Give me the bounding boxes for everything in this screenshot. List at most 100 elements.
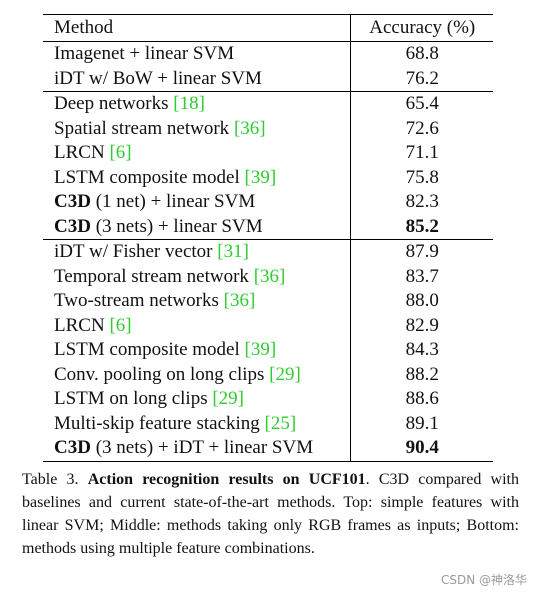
- citation-bracket-open: [: [217, 241, 224, 262]
- citation-link[interactable]: 29: [275, 363, 295, 385]
- accuracy-cell: 89.1: [350, 411, 493, 436]
- accuracy-cell: 72.6: [350, 116, 493, 141]
- accuracy-cell: 85.2: [350, 214, 493, 240]
- accuracy-cell: 82.3: [350, 190, 493, 215]
- table-row: Temporal stream network [36] 83.7: [43, 264, 493, 289]
- method-name: LRCN: [54, 314, 110, 336]
- citation-link[interactable]: 6: [115, 142, 126, 163]
- citation-link[interactable]: 36: [229, 290, 249, 311]
- citation-link[interactable]: 36: [260, 265, 280, 287]
- method-cell: Spatial stream network [36]: [43, 117, 351, 142]
- watermark: CSDN @神洛华: [440, 573, 527, 587]
- method-cell: LRCN [6]: [43, 314, 351, 339]
- method-name: LRCN: [54, 142, 110, 163]
- accuracy-cell: 83.7: [350, 264, 493, 289]
- citation-bracket-close: ]: [248, 290, 256, 311]
- method-name: LSTM on long clips: [54, 388, 213, 409]
- accuracy-cell: 88.0: [350, 289, 493, 314]
- accuracy-cell: 88.2: [350, 362, 493, 387]
- method-name: iDT w/ BoW + linear SVM: [54, 67, 262, 89]
- citation-bracket-open: [: [269, 363, 276, 385]
- citation-bracket-open: [: [212, 388, 219, 409]
- method-cell: Imagenet + linear SVM: [43, 42, 351, 67]
- table-body: Imagenet + linear SVM 68.8 iDT w/ BoW + li…: [43, 41, 493, 462]
- citation-link[interactable]: 39: [250, 339, 270, 360]
- method-cell: LSTM composite model [39]: [43, 166, 351, 191]
- method-cell: LSTM composite model [39]: [43, 338, 351, 363]
- method-cell: Two-stream networks [36]: [43, 289, 351, 314]
- citation-bracket-open: [: [264, 412, 271, 434]
- citation-bracket-close: ]: [279, 265, 286, 287]
- table-row: C3D (3 nets) + iDT + linear SVM 90.4: [43, 436, 493, 462]
- table-row: Imagenet + linear SVM 68.8: [43, 41, 493, 67]
- accuracy-cell: 65.4: [350, 91, 493, 117]
- table-row: LSTM composite model [39] 75.8: [43, 165, 493, 191]
- method-name: LSTM composite model: [54, 339, 245, 360]
- citation-bracket-open: [: [244, 339, 251, 360]
- citation-bracket-close: ]: [237, 388, 244, 409]
- method-cell: C3D (3 nets) + iDT + linear SVM: [43, 436, 351, 462]
- citation-bracket-open: [: [233, 117, 241, 139]
- header-accuracy: Accuracy (%): [350, 14, 493, 42]
- accuracy-cell: 76.2: [350, 66, 493, 92]
- method-cell: iDT w/ Fisher vector [31]: [43, 239, 351, 265]
- citation-link[interactable]: 39: [250, 166, 270, 188]
- table-row: Two-stream networks [36] 88.0: [43, 289, 493, 314]
- table-row: C3D (1 net) + linear SVM 82.3: [43, 190, 493, 215]
- citation-bracket-open: [: [223, 290, 230, 311]
- method-name: Imagenet + linear SVM: [54, 43, 235, 64]
- accuracy-cell: 90.4: [350, 436, 493, 462]
- citation-link[interactable]: 6: [115, 314, 126, 336]
- method-name: Two-stream networks: [54, 290, 224, 311]
- caption-label: Table 3.: [22, 471, 88, 488]
- method-bold-prefix: C3D: [54, 437, 91, 458]
- citation-bracket-close: ]: [269, 339, 277, 360]
- method-name: Conv. pooling on long clips: [54, 363, 270, 385]
- accuracy-cell: 88.6: [350, 387, 493, 412]
- table-row: Multi-skip feature stacking [25] 89.1: [43, 411, 493, 437]
- method-cell: C3D (3 nets) + linear SVM: [43, 215, 351, 240]
- caption-bold-title: Action recognition results on UCF101: [87, 471, 366, 488]
- table-row: Conv. pooling on long clips [29] 88.2: [43, 362, 493, 388]
- method-cell: Deep networks [18]: [43, 91, 351, 117]
- citation-link[interactable]: 29: [218, 388, 238, 409]
- method-cell: iDT w/ BoW + linear SVM: [43, 67, 351, 92]
- method-name: Temporal stream network: [54, 265, 254, 287]
- citation-bracket-open: [: [253, 265, 261, 287]
- method-name: Spatial stream network: [54, 117, 234, 139]
- citation-bracket-close: ]: [294, 363, 301, 385]
- method-name: (1 net) + linear SVM: [90, 191, 256, 212]
- method-bold-prefix: C3D: [54, 215, 91, 237]
- citation-link[interactable]: 31: [223, 241, 243, 262]
- citation-bracket-close: ]: [242, 241, 249, 262]
- accuracy-cell: 87.9: [350, 239, 493, 265]
- table-row: C3D (3 nets) + linear SVM 85.2: [43, 214, 493, 240]
- table-row: Spatial stream network [36] 72.6: [43, 116, 493, 142]
- table-row: LRCN [6] 82.9: [43, 313, 493, 339]
- method-name: LSTM composite model: [54, 166, 245, 188]
- citation-link[interactable]: 36: [240, 117, 260, 139]
- method-name: (3 nets) + linear SVM: [90, 215, 263, 237]
- method-name: (3 nets) + iDT + linear SVM: [90, 437, 314, 458]
- table-row: iDT w/ Fisher vector [31] 87.9: [43, 239, 493, 265]
- method-cell: LRCN [6]: [43, 141, 351, 166]
- method-bold-prefix: C3D: [54, 191, 91, 212]
- method-name: Multi-skip feature stacking: [54, 412, 265, 434]
- method-cell: LSTM on long clips [29]: [43, 387, 351, 412]
- accuracy-cell: 84.3: [350, 338, 493, 363]
- accuracy-value-best: 90.4: [405, 437, 439, 458]
- citation-bracket-close: ]: [125, 142, 132, 163]
- method-cell: Multi-skip feature stacking [25]: [43, 412, 351, 437]
- citation-link[interactable]: 25: [270, 412, 290, 434]
- citation-link[interactable]: 18: [179, 93, 199, 114]
- citation-bracket-close: ]: [269, 166, 277, 188]
- citation-bracket-close: ]: [259, 117, 266, 139]
- table-row: LRCN [6] 71.1: [43, 141, 493, 166]
- accuracy-value-best: 85.2: [405, 215, 439, 237]
- caption-text: . C3D compared with baselines and curren…: [22, 471, 520, 557]
- citation-bracket-open: [: [173, 93, 180, 114]
- method-cell: Conv. pooling on long clips [29]: [43, 363, 351, 388]
- method-cell: C3D (1 net) + linear SVM: [43, 190, 351, 215]
- results-table-container: Method Accuracy (%) Imagenet + linear SV…: [43, 14, 493, 462]
- citation-bracket-close: ]: [125, 314, 132, 336]
